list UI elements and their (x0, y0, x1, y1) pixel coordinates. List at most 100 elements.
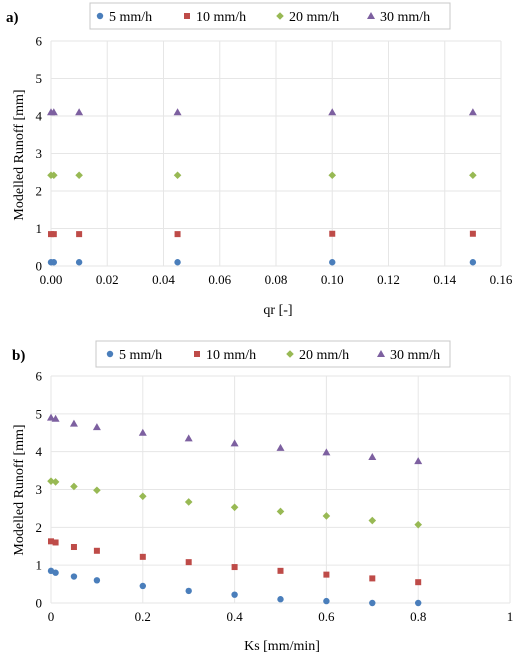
panel-label-b: b) (12, 348, 25, 364)
y-tick-label-b: 0 (36, 596, 43, 611)
legend-label-10-mm-h-a: 10 mm/h (196, 10, 246, 25)
x-tick-label-a: 0.16 (490, 272, 513, 287)
y-tick-label-b: 4 (36, 444, 43, 459)
point-30-mm-h-a (328, 108, 337, 116)
y-axis-label-b: Modelled Runoff [mm] (12, 424, 27, 555)
point-30-mm-h-a (173, 108, 182, 116)
point-20-mm-h-b (230, 503, 239, 512)
legend-marker-5-mm-h-b (106, 350, 114, 358)
point-5-mm-h-a (469, 259, 477, 266)
x-tick-label-a: 0.12 (377, 272, 400, 287)
legend-box-a (89, 2, 451, 30)
point-20-mm-h-b (70, 482, 78, 491)
x-tick-label-b: 0.8 (410, 609, 426, 624)
x-tick-label-b: 0.6 (318, 609, 335, 624)
point-10-mm-h-a (76, 231, 83, 238)
point-5-mm-h-a (50, 259, 58, 266)
point-20-mm-h-b (139, 492, 147, 501)
legend-marker-20-mm-h-b (286, 350, 294, 358)
point-10-mm-h-b (93, 547, 100, 554)
y-tick-label-a: 4 (36, 109, 43, 124)
point-30-mm-h-b (138, 428, 147, 436)
point-5-mm-h-b (415, 599, 422, 607)
point-5-mm-h-b (231, 591, 238, 598)
point-10-mm-h-b (48, 538, 54, 545)
y-tick-label-b: 6 (36, 369, 43, 384)
point-10-mm-h-a (329, 230, 336, 237)
point-20-mm-h-a (173, 171, 182, 180)
point-30-mm-h-b (47, 413, 55, 421)
point-20-mm-h-b (276, 507, 285, 516)
point-10-mm-h-b (139, 553, 146, 560)
x-tick-label-b: 1 (507, 609, 514, 624)
x-tick-label-a: 0.02 (96, 272, 119, 287)
point-10-mm-h-b (52, 539, 59, 546)
legend-box-b (95, 340, 451, 368)
point-30-mm-h-a (75, 108, 84, 116)
point-30-mm-h-b (51, 414, 60, 422)
point-5-mm-h-b (323, 597, 330, 605)
point-20-mm-h-b (184, 498, 193, 506)
y-tick-label-b: 2 (36, 520, 43, 535)
x-tick-label-b: 0.2 (135, 609, 151, 624)
point-20-mm-h-b (368, 516, 377, 525)
point-5-mm-h-b (369, 599, 376, 607)
point-20-mm-h-a (50, 171, 58, 180)
panel-label-a: a) (6, 10, 19, 26)
point-5-mm-h-b (277, 596, 284, 603)
point-20-mm-h-b (322, 512, 331, 520)
point-30-mm-h-b (414, 457, 423, 465)
point-5-mm-h-b (52, 569, 59, 576)
point-30-mm-h-b (230, 439, 239, 447)
point-20-mm-h-a (75, 171, 83, 180)
point-10-mm-h-a (469, 230, 476, 237)
point-5-mm-h-b (93, 577, 101, 584)
point-10-mm-h-b (323, 571, 330, 578)
x-axis-label-a: qr [-] (263, 303, 292, 318)
point-10-mm-h-b (277, 567, 284, 574)
point-10-mm-h-b (369, 575, 376, 582)
point-20-mm-h-a (469, 171, 477, 180)
point-30-mm-h-b (368, 452, 377, 460)
y-ticks-b: 0 1 2 3 4 5 6 (36, 369, 43, 611)
y-tick-label-a: 5 (36, 71, 43, 86)
legend-label-5-mm-h-a: 5 mm/h (109, 10, 152, 25)
x-ticks-a: 0.00 0.02 0.04 0.06 0.08 0.10 0.12 0.14 0.16 (40, 272, 513, 287)
point-30-mm-h-b (276, 443, 285, 451)
legend-label-30-mm-h-a: 30 mm/h (380, 10, 430, 25)
point-10-mm-h-b (70, 544, 77, 551)
legend-marker-5-mm-h-a (96, 12, 104, 20)
x-ticks-b: 0 0.2 0.4 0.6 0.8 1 (48, 609, 514, 624)
y-tick-label-a: 2 (36, 184, 43, 199)
y-tick-label-b: 5 (36, 406, 43, 421)
point-5-mm-h-b (70, 573, 78, 580)
point-20-mm-h-a (328, 171, 337, 180)
point-30-mm-h-b (184, 434, 193, 442)
point-30-mm-h-b (69, 419, 78, 427)
y-tick-label-a: 1 (36, 221, 43, 236)
chart-a: 5 mm/h 10 mm/h 20 mm/h 30 mm/h a) 0 1 2 3 4 5 6 0… (6, 2, 513, 318)
x-tick-label-a: 0.08 (265, 272, 288, 287)
point-10-mm-h-b (185, 559, 192, 566)
y-ticks-a: 0 1 2 3 4 5 6 (36, 34, 43, 274)
point-30-mm-h-a (468, 108, 477, 116)
x-tick-label-b: 0.4 (226, 609, 243, 624)
point-10-mm-h-a (174, 231, 181, 238)
point-30-mm-h-b (92, 423, 101, 431)
point-5-mm-h-a (75, 259, 83, 266)
point-10-mm-h-b (231, 564, 238, 571)
y-axis-label-a: Modelled Runoff [mm] (12, 89, 27, 220)
point-5-mm-h-b (139, 582, 146, 590)
x-tick-label-b: 0 (48, 609, 55, 624)
grid-a (50, 40, 502, 267)
x-tick-label-a: 0.04 (152, 272, 175, 287)
y-tick-label-b: 1 (36, 558, 43, 573)
x-axis-label-b: Ks [mm/min] (244, 639, 320, 654)
point-5-mm-h-a (329, 259, 336, 266)
y-tick-label-a: 6 (36, 34, 43, 49)
y-tick-label-b: 3 (36, 482, 43, 497)
legend-label-20-mm-h-b: 20 mm/h (299, 348, 349, 363)
legend-marker-30-mm-h-b (377, 350, 385, 357)
point-20-mm-h-b (47, 477, 55, 485)
